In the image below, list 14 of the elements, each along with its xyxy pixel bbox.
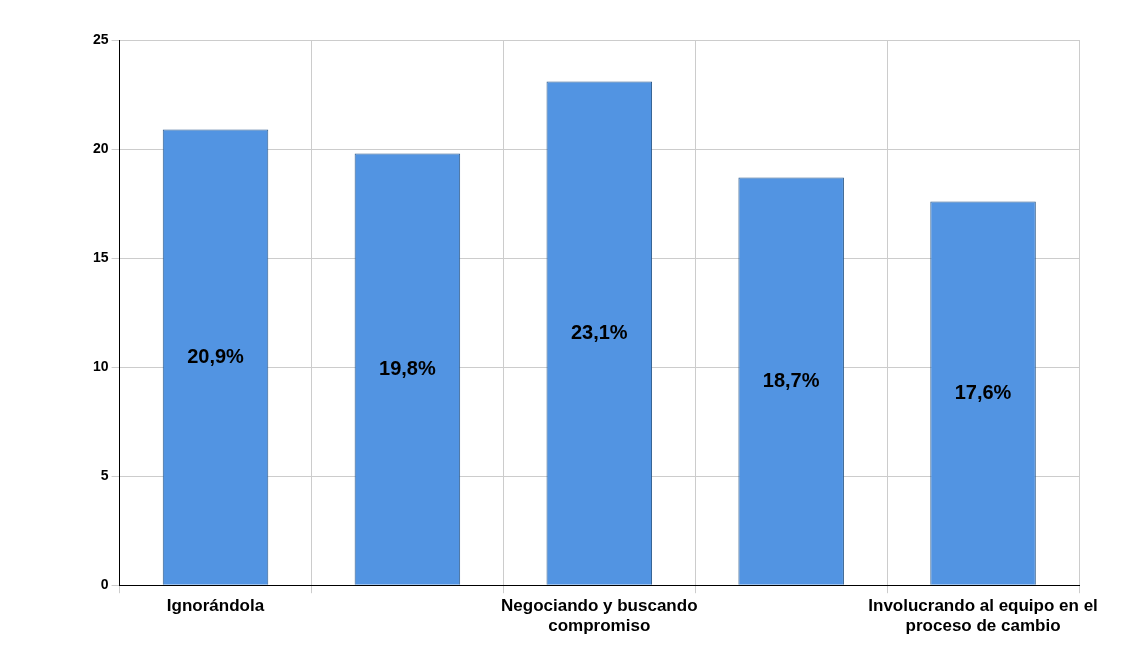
y-tick-label: 5 [100,467,109,484]
y-tick-label: 10 [92,357,109,374]
y-tick-label: 0 [100,576,109,593]
y-tick-label: 20 [92,139,109,156]
data-label: 18,7% [762,368,820,391]
data-label: 23,1% [570,320,628,343]
data-label: 19,8% [379,356,436,379]
data-label: 17,6% [954,380,1012,403]
x-tick-label: Negociando y buscando compromiso [501,596,698,636]
data-label: 20,9% [187,344,245,367]
y-tick-label: 25 [92,30,109,47]
x-tick-label: Involucrando al equipo en el proceso de cambio [868,596,1098,636]
x-tick-label: Ignorándola [166,596,265,616]
y-tick-label: 15 [92,248,109,265]
